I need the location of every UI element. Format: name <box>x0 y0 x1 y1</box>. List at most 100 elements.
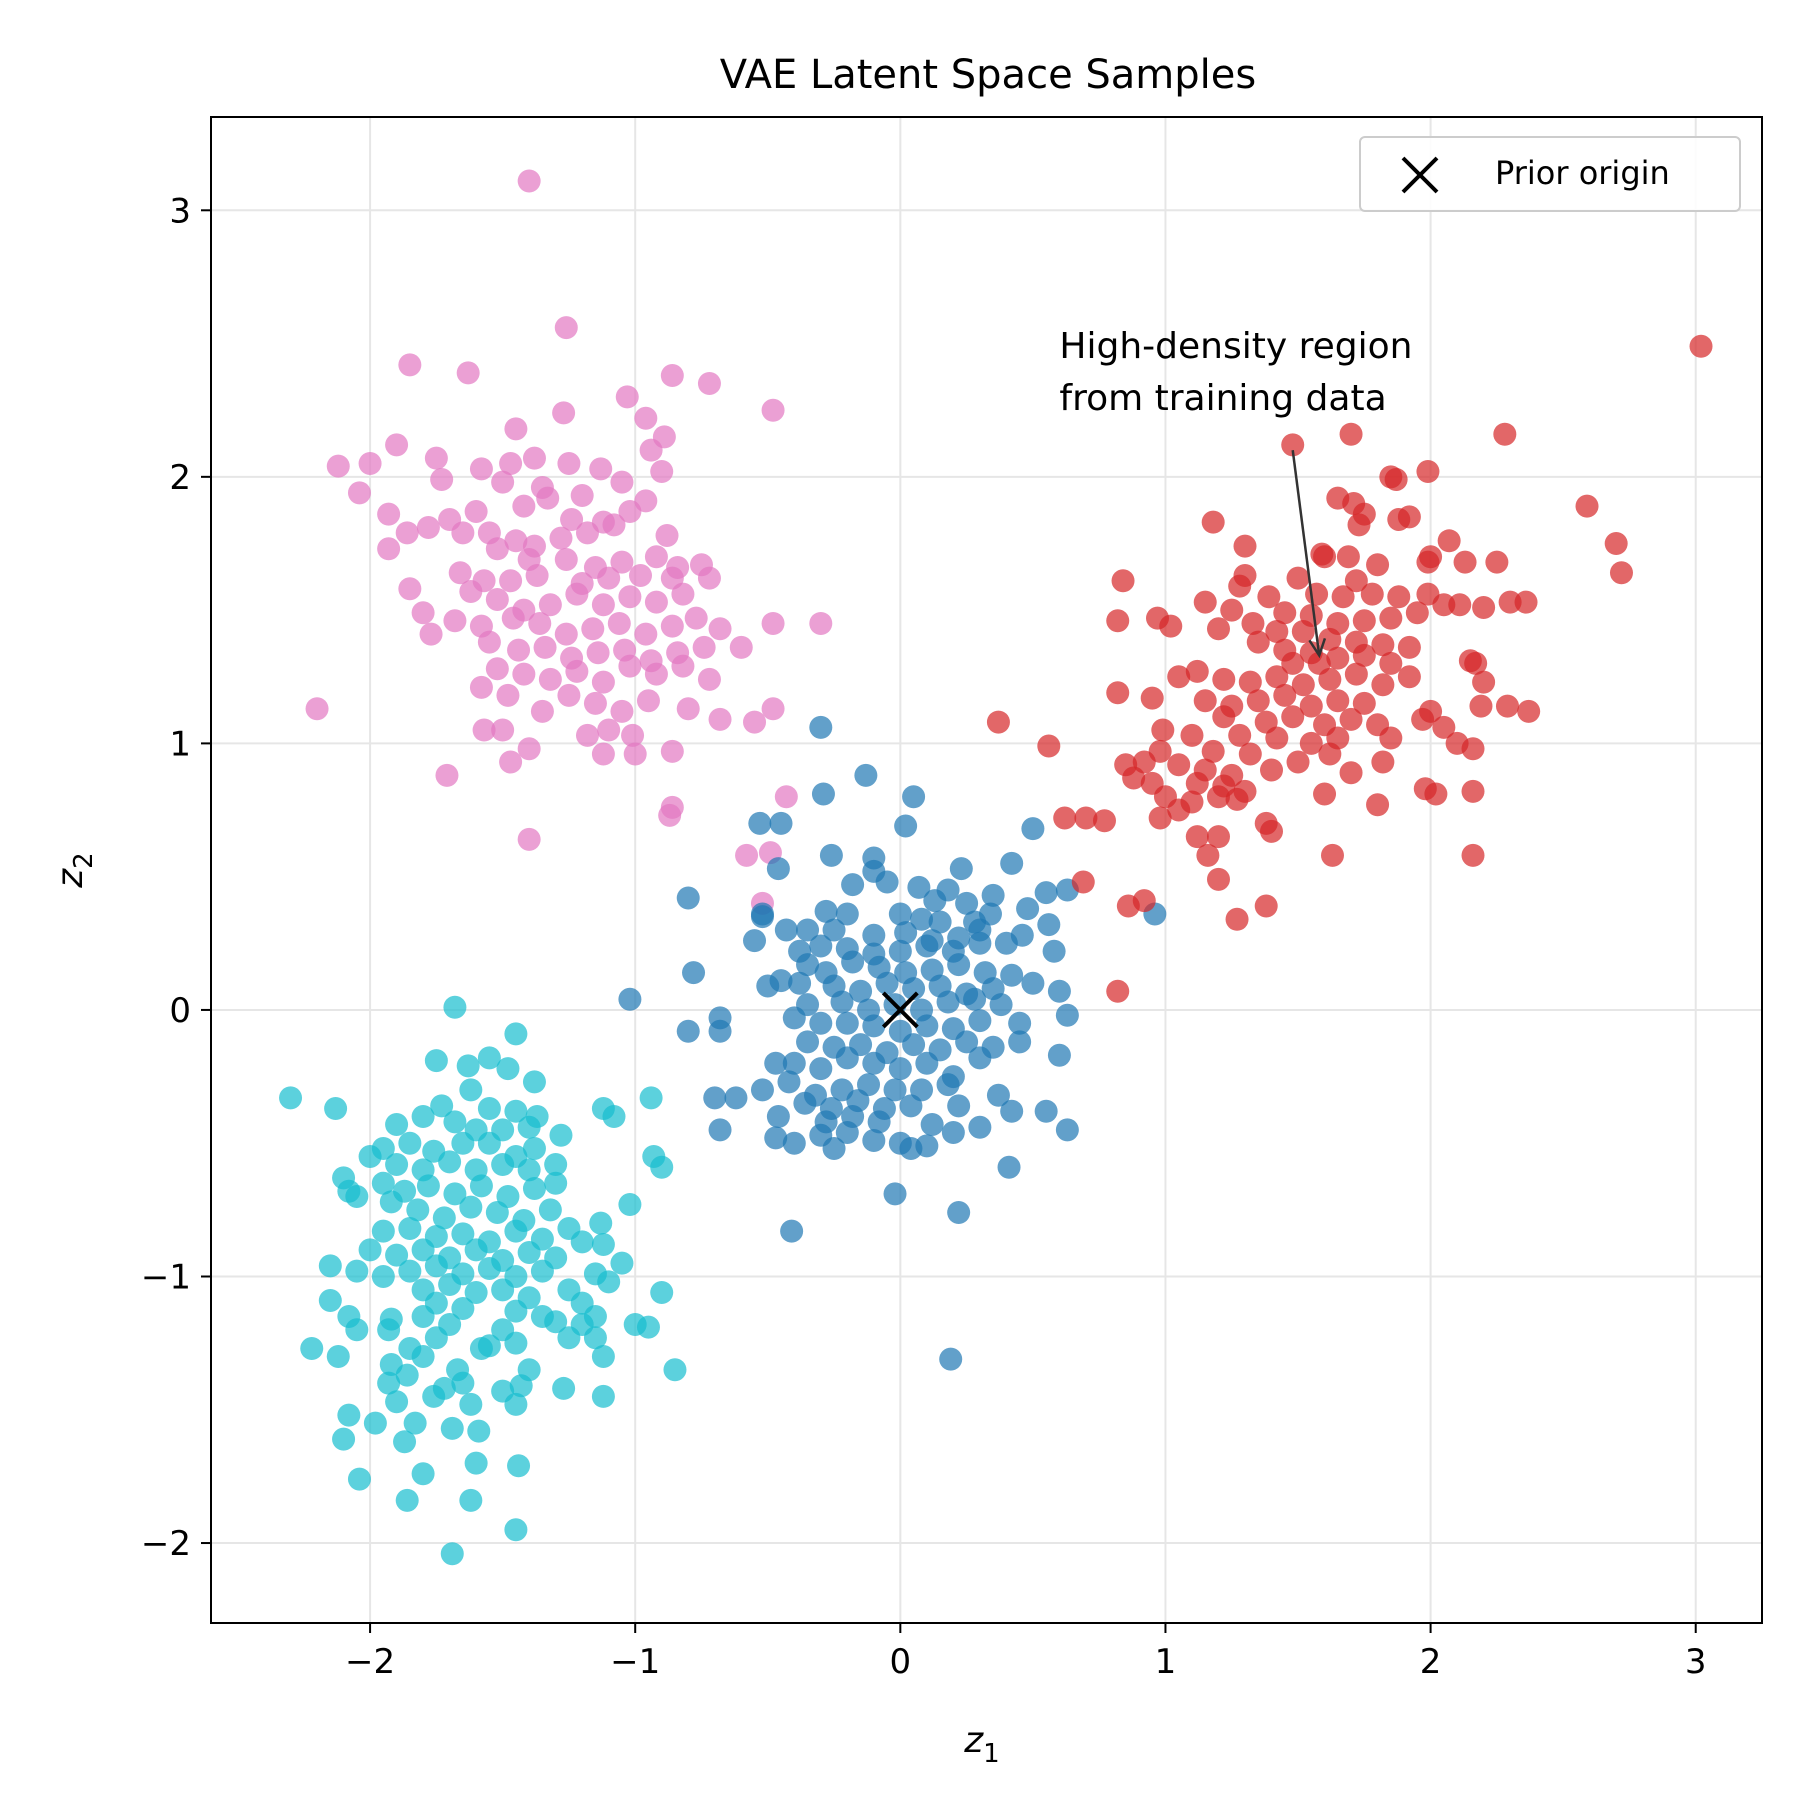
data-point <box>398 353 422 377</box>
data-point <box>533 635 557 659</box>
plot-frame <box>210 116 1763 1624</box>
data-point <box>986 710 1010 734</box>
data-point <box>1379 726 1403 750</box>
data-point <box>1469 694 1493 718</box>
data-point <box>907 875 931 899</box>
data-point <box>697 667 721 691</box>
data-point <box>989 993 1013 1017</box>
data-point <box>1238 742 1262 766</box>
data-point <box>1291 673 1315 697</box>
data-point <box>507 1454 531 1478</box>
data-point <box>395 1488 419 1512</box>
data-point <box>1000 851 1024 875</box>
data-point <box>761 697 785 721</box>
data-point <box>422 1384 446 1408</box>
data-point <box>650 1155 674 1179</box>
x-tick-label: 0 <box>890 1642 912 1682</box>
data-point <box>1609 561 1633 585</box>
data-point <box>1344 569 1368 593</box>
data-point <box>345 1318 369 1342</box>
data-point <box>769 811 793 835</box>
data-point <box>888 1057 912 1081</box>
y-tick-label: 2 <box>169 458 191 498</box>
data-point <box>1185 659 1209 683</box>
data-point <box>443 1182 467 1206</box>
data-point <box>835 1011 859 1035</box>
data-point <box>1225 787 1249 811</box>
chart-title: VAE Latent Space Samples <box>720 52 1256 98</box>
data-point <box>1360 582 1384 606</box>
data-point <box>300 1336 324 1360</box>
data-point <box>597 718 621 742</box>
data-point <box>517 1240 541 1264</box>
data-point <box>796 1030 820 1054</box>
data-point <box>459 1392 483 1416</box>
data-point <box>602 1105 626 1129</box>
data-point <box>517 1158 541 1182</box>
data-point <box>1053 806 1077 830</box>
data-point <box>1339 761 1363 785</box>
data-point <box>809 611 833 635</box>
data-point <box>424 1049 448 1073</box>
data-point <box>411 1462 435 1486</box>
data-point <box>589 457 613 481</box>
data-point <box>477 1256 501 1280</box>
data-point <box>385 1113 409 1137</box>
data-point <box>1366 553 1390 577</box>
data-point <box>729 635 753 659</box>
data-point <box>1037 734 1061 758</box>
data-point <box>660 364 684 388</box>
data-point <box>1233 534 1257 558</box>
series-4 <box>279 995 687 1566</box>
data-point <box>947 1094 971 1118</box>
data-point <box>581 617 605 641</box>
data-point <box>443 995 467 1019</box>
data-point <box>530 1259 554 1283</box>
data-point <box>835 902 859 926</box>
data-point <box>1453 550 1477 574</box>
data-point <box>371 1264 395 1288</box>
data-point <box>477 1046 501 1070</box>
data-point <box>796 953 820 977</box>
data-point <box>406 1198 430 1222</box>
x-tick-label: 3 <box>1685 1642 1707 1682</box>
data-point <box>517 1115 541 1139</box>
data-point <box>899 1094 923 1118</box>
data-point <box>1034 1099 1058 1123</box>
data-point <box>902 1033 926 1057</box>
data-point <box>522 1137 546 1161</box>
data-point <box>1265 665 1289 689</box>
data-point <box>1387 585 1411 609</box>
data-point <box>305 697 329 721</box>
data-point <box>910 907 934 931</box>
data-point <box>1167 753 1191 777</box>
data-point <box>363 1411 387 1435</box>
data-point <box>639 1086 663 1110</box>
data-point <box>424 1326 448 1350</box>
data-point <box>615 385 639 409</box>
data-point <box>1448 593 1472 617</box>
data-point <box>1241 611 1265 635</box>
data-point <box>504 1219 528 1243</box>
data-point <box>809 934 833 958</box>
data-point <box>591 1384 615 1408</box>
data-point <box>811 782 835 806</box>
annotation: High-density region from training data <box>1059 326 1412 659</box>
data-point <box>968 1115 992 1139</box>
prior-origin-marker <box>881 991 919 1029</box>
data-point <box>591 593 615 617</box>
data-point <box>1689 334 1713 358</box>
data-point <box>379 1190 403 1214</box>
data-point <box>512 662 536 686</box>
data-point <box>1106 681 1130 705</box>
data-point <box>644 590 668 614</box>
data-point <box>671 582 695 606</box>
data-point <box>1461 843 1485 867</box>
data-point <box>504 529 528 553</box>
data-point <box>591 1344 615 1368</box>
data-point <box>1472 670 1496 694</box>
y-tick-label: 1 <box>169 724 191 764</box>
data-point <box>456 361 480 385</box>
data-point <box>708 1118 732 1142</box>
data-point <box>385 433 409 457</box>
